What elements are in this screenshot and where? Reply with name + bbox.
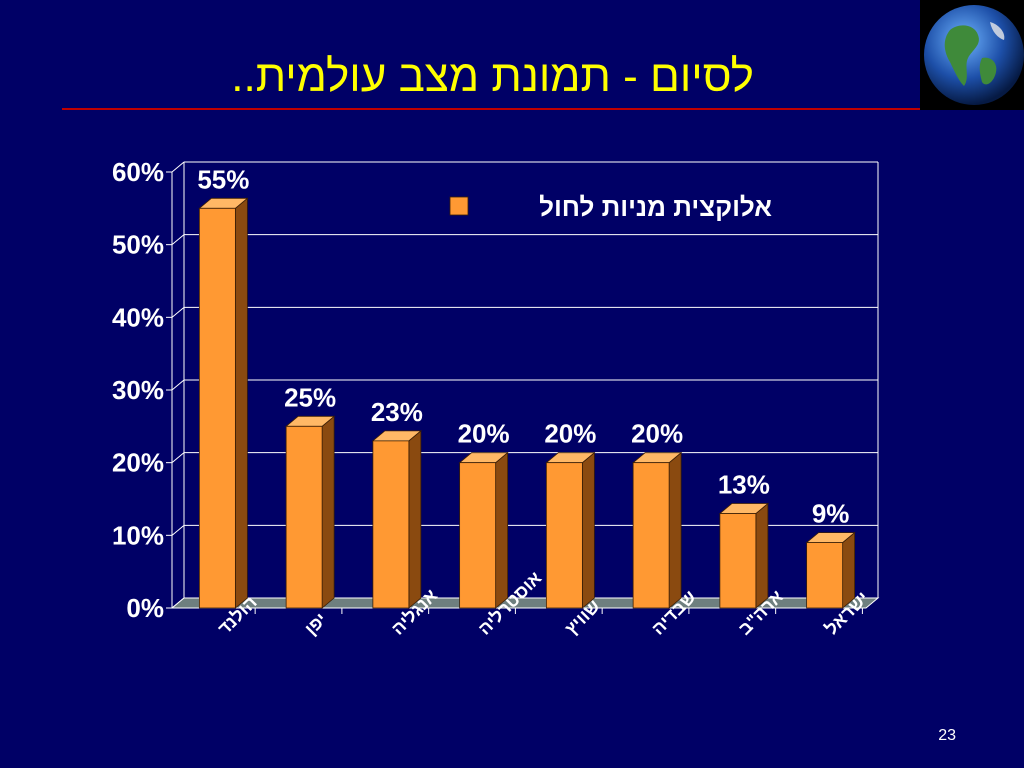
y-tick-label: 40% <box>112 302 164 332</box>
gridline-diagonal <box>171 379 185 391</box>
y-axis-ticks: 0% 10% 20% 30% 40% 50% 60% <box>112 157 172 623</box>
data-label: 25% <box>284 382 336 412</box>
bar <box>198 207 236 609</box>
bar-side <box>495 451 509 609</box>
chart-legend: אלוקצית מניות לחול <box>449 192 772 222</box>
y-tick-label: 20% <box>112 448 164 478</box>
chart-bars <box>198 197 856 609</box>
bar <box>632 462 670 609</box>
page-number: 23 <box>938 727 956 744</box>
bar <box>545 462 583 609</box>
title-divider <box>62 108 920 110</box>
category-label: יפן <box>301 609 331 639</box>
gridline-diagonal <box>171 452 185 464</box>
bar <box>459 462 497 609</box>
bar-side <box>668 451 682 609</box>
bar <box>719 513 757 609</box>
gridline-diagonal <box>171 524 185 536</box>
y-tick-label: 10% <box>112 520 164 550</box>
y-tick-label: 60% <box>112 157 164 187</box>
gridline-diagonal <box>171 306 185 318</box>
bar-side <box>234 197 248 609</box>
data-label: 55% <box>197 164 249 194</box>
data-label: 20% <box>631 419 683 449</box>
data-labels: 55% 25% 23% 20% 20% 20% 13% 9% <box>197 164 849 528</box>
y-tick-label: 50% <box>112 230 164 260</box>
bar-side <box>321 415 335 609</box>
data-label: 23% <box>371 397 423 427</box>
data-label: 20% <box>458 419 510 449</box>
legend-swatch <box>449 196 469 216</box>
bar <box>285 425 323 609</box>
slide-title: לסיום - תמונת מצב עולמית.. <box>231 52 754 101</box>
gridline-diagonal <box>171 234 185 246</box>
bar-side <box>408 430 422 609</box>
y-tick-label: 30% <box>112 375 164 405</box>
bar-side <box>581 451 595 609</box>
data-label: 20% <box>544 419 596 449</box>
bar <box>806 542 844 609</box>
globe-icon <box>924 5 1024 105</box>
gridline-diagonal <box>171 161 185 173</box>
legend-label: אלוקצית מניות לחול <box>539 192 772 222</box>
y-tick-label: 0% <box>126 593 164 623</box>
bar <box>372 440 410 609</box>
data-label: 13% <box>718 470 770 500</box>
data-label: 9% <box>812 499 850 529</box>
chart-grid <box>171 161 879 609</box>
globe-logo <box>920 0 1024 110</box>
